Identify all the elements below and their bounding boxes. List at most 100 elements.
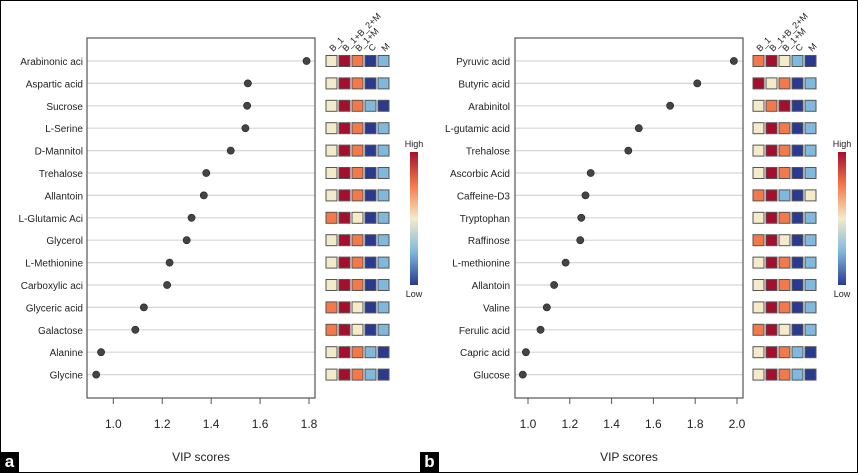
heatmap-cell — [364, 77, 377, 90]
category-label: Ascorbic Acid — [450, 169, 510, 180]
heatmap-cell — [338, 234, 351, 247]
vip-point — [536, 325, 545, 334]
heatmap-cell — [325, 323, 338, 336]
heatmap-cell — [804, 144, 817, 157]
heatmap-cell — [377, 211, 390, 224]
heatmap-cell — [804, 323, 817, 336]
heatmap-cell — [804, 234, 817, 247]
vip-point — [243, 79, 252, 88]
heatmap-cell — [778, 301, 791, 314]
category-label: Aspartic acid — [26, 79, 83, 90]
legend-high-label: High — [405, 139, 424, 149]
category-label: Galactose — [38, 326, 83, 337]
heatmap-cell — [364, 122, 377, 135]
heatmap-cell — [752, 77, 765, 90]
heatmap-cell — [752, 99, 765, 112]
x-tick-label: 1.2 — [561, 417, 578, 431]
x-tick-label: 1.8 — [687, 417, 704, 431]
heatmap-cell — [752, 122, 765, 135]
heatmap-cell — [351, 211, 364, 224]
heatmap-cell — [351, 234, 364, 247]
heatmap-cell — [325, 55, 338, 67]
x-tick-label: 1.8 — [301, 417, 318, 431]
heatmap-cell — [364, 99, 377, 112]
heatmap-cell — [325, 368, 338, 381]
heatmap-cell — [804, 55, 817, 67]
heatmap-cell — [338, 77, 351, 90]
heatmap-cell — [804, 256, 817, 269]
heatmap-cell — [338, 301, 351, 314]
vip-point — [624, 146, 633, 155]
heatmap-cell — [765, 346, 778, 359]
vip-point — [243, 101, 252, 110]
heatmap-cell — [364, 368, 377, 381]
heatmap-cell — [752, 323, 765, 336]
heatmap-cell — [325, 99, 338, 112]
heatmap-cell — [338, 279, 351, 291]
heatmap-cell — [377, 77, 390, 90]
heatmap-column-label: M — [379, 41, 391, 53]
heatmap-cell — [791, 234, 804, 247]
category-label: Ferulic acid — [459, 326, 510, 337]
heatmap-cell — [778, 234, 791, 247]
vip-point — [226, 146, 235, 155]
heatmap-cell — [325, 279, 338, 291]
heatmap-cell — [791, 99, 804, 112]
heatmap-cell — [364, 144, 377, 157]
category-label: Raffinose — [468, 236, 511, 247]
heatmap-cell — [325, 256, 338, 269]
heatmap-cell — [804, 167, 817, 179]
heatmap-cell — [752, 234, 765, 247]
x-tick-label: 1.4 — [203, 417, 220, 431]
heatmap-cell — [338, 122, 351, 135]
heatmap-column-label: C — [366, 41, 378, 53]
heatmap-cell — [778, 122, 791, 135]
category-label: L-methionine — [452, 259, 510, 270]
heatmap-cell — [377, 189, 390, 202]
heatmap-cell — [338, 167, 351, 179]
vip-point — [561, 258, 570, 267]
category-label: Allantoin — [45, 191, 83, 202]
heatmap-cell — [325, 144, 338, 157]
category-label: L-Glutamic Aci — [19, 214, 83, 225]
heatmap-cell — [765, 323, 778, 336]
heatmap-cell — [752, 256, 765, 269]
heatmap-cell — [791, 167, 804, 179]
legend-low-label: Low — [406, 289, 423, 299]
heatmap-cell — [778, 77, 791, 90]
heatmap-cell — [364, 189, 377, 202]
x-tick-label: 1.6 — [252, 417, 269, 431]
heatmap-cell — [351, 144, 364, 157]
heatmap-cell — [752, 55, 765, 67]
vip-point — [182, 236, 191, 245]
heatmap-cell — [778, 55, 791, 67]
category-label: Alanine — [50, 348, 84, 359]
heatmap-cell — [364, 211, 377, 224]
vip-point — [581, 191, 590, 200]
heatmap-cell — [351, 256, 364, 269]
heatmap-cell — [791, 301, 804, 314]
heatmap-cell — [364, 346, 377, 359]
heatmap-cell — [752, 167, 765, 179]
heatmap-cell — [325, 77, 338, 90]
heatmap-cell — [791, 323, 804, 336]
heatmap-cell — [351, 99, 364, 112]
heatmap-cell — [351, 55, 364, 67]
heatmap-cell — [791, 144, 804, 157]
category-label: Pyruvic acid — [456, 57, 510, 68]
heatmap-cell — [804, 189, 817, 202]
heatmap-cell — [778, 144, 791, 157]
heatmap-cell — [752, 144, 765, 157]
heatmap-cell — [377, 256, 390, 269]
heatmap-column-label: C — [793, 41, 805, 53]
vip-point — [522, 348, 530, 357]
heatmap-cell — [325, 189, 338, 202]
heatmap-cell — [377, 368, 390, 381]
heatmap-cell — [377, 323, 390, 336]
vip-point — [92, 370, 101, 379]
heatmap-cell — [765, 234, 778, 247]
vip-point — [139, 303, 148, 312]
vip-point — [693, 79, 702, 88]
heatmap-cell — [804, 301, 817, 314]
